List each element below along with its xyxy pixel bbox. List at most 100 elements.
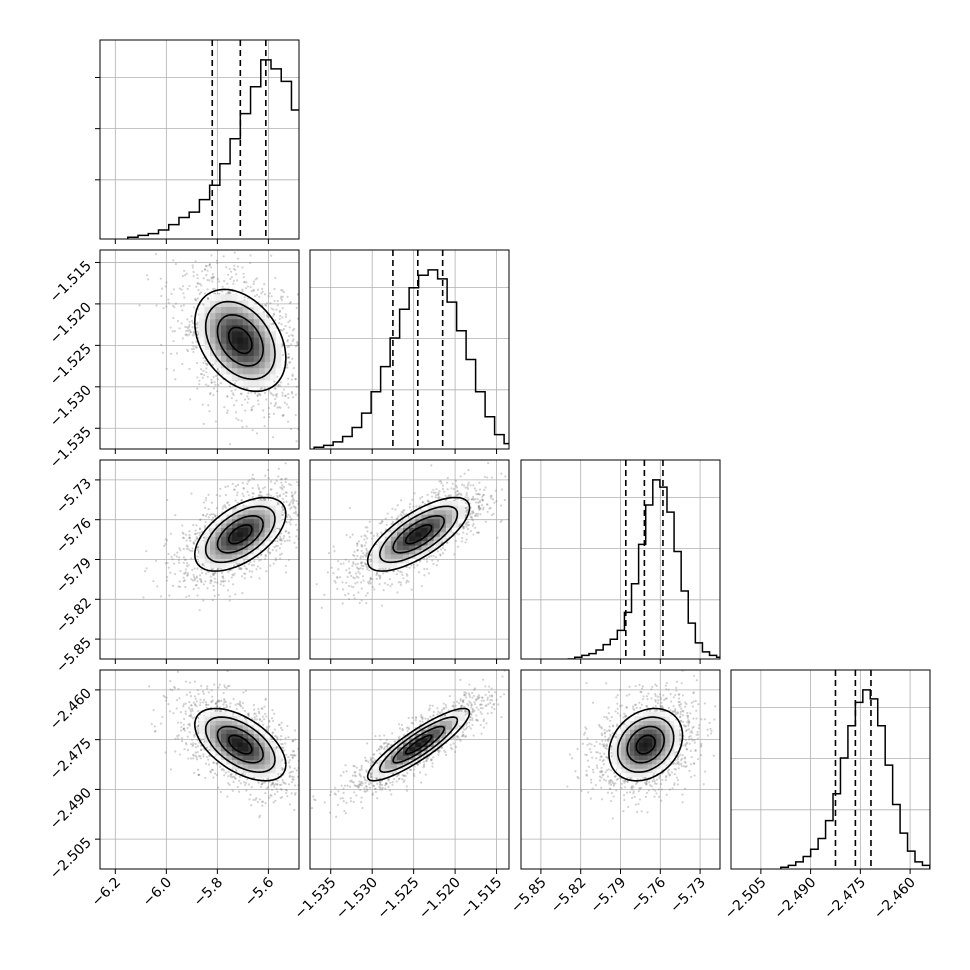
- sample-point: [376, 534, 379, 537]
- sample-point: [261, 287, 264, 290]
- sample-point: [434, 556, 437, 559]
- sample-point: [272, 313, 276, 316]
- sample-point: [182, 556, 186, 559]
- sample-point: [302, 487, 304, 489]
- sample-point: [359, 581, 363, 584]
- sample-point: [196, 323, 199, 326]
- sample-point: [460, 536, 464, 540]
- sample-point: [233, 564, 236, 567]
- density-cell: [396, 536, 404, 542]
- sample-point: [166, 575, 169, 579]
- sample-point: [249, 254, 252, 257]
- sample-point: [188, 536, 191, 539]
- density-cell: [226, 531, 233, 537]
- density-cell: [237, 505, 244, 511]
- sample-point: [461, 525, 464, 528]
- sample-point: [399, 583, 402, 586]
- sample-point: [430, 495, 434, 498]
- sample-point: [165, 696, 168, 699]
- sample-point: [182, 536, 186, 540]
- sample-point: [189, 549, 192, 552]
- density-cell: [275, 505, 282, 511]
- sample-point: [201, 236, 203, 238]
- density-cell: [204, 545, 211, 551]
- sample-point: [270, 295, 273, 298]
- sample-point: [211, 516, 215, 519]
- density-cell: [415, 527, 422, 533]
- sample-point: [228, 599, 231, 602]
- density-cell: [210, 553, 216, 559]
- sample-point: [304, 528, 306, 530]
- density-cell: [215, 306, 222, 314]
- sample-point: [413, 566, 416, 569]
- density-cell: [390, 553, 398, 559]
- sample-point: [245, 425, 248, 428]
- sample-point: [403, 513, 406, 516]
- sample-point: [269, 564, 272, 567]
- sample-point: [233, 251, 236, 254]
- density-cell: [237, 540, 244, 546]
- sample-point: [278, 527, 281, 530]
- sample-point: [356, 549, 359, 552]
- density-cell: [452, 522, 459, 528]
- sample-point: [408, 566, 411, 569]
- sample-point: [252, 492, 255, 495]
- sample-point: [312, 382, 314, 384]
- sample-point: [215, 773, 218, 777]
- density-cell: [433, 540, 441, 546]
- sample-point: [241, 482, 244, 485]
- sample-point: [453, 553, 456, 556]
- sample-point: [366, 581, 370, 584]
- sample-point: [258, 295, 261, 299]
- density-cell: [248, 536, 255, 542]
- sample-point: [484, 457, 486, 459]
- sample-point: [265, 728, 269, 731]
- sample-point: [438, 480, 441, 483]
- density-cell: [210, 531, 216, 537]
- sample-point: [290, 792, 293, 795]
- sample-point: [284, 571, 288, 574]
- density-cell: [458, 505, 465, 511]
- sample-point: [282, 485, 285, 489]
- density-cell: [231, 545, 238, 551]
- sample-point: [279, 532, 283, 535]
- sample-point: [172, 288, 176, 291]
- sample-point: [204, 514, 207, 518]
- sample-point: [350, 585, 353, 588]
- sample-point: [438, 497, 441, 500]
- sample-point: [368, 520, 371, 523]
- sample-point: [425, 567, 429, 571]
- density-cell: [421, 505, 429, 511]
- density-cell: [409, 558, 416, 564]
- sample-point: [256, 394, 259, 397]
- sample-point: [217, 384, 220, 387]
- sample-point: [515, 490, 517, 492]
- sample-point: [274, 559, 277, 562]
- sample-point: [304, 510, 306, 512]
- sample-point: [194, 746, 197, 749]
- sample-point: [311, 549, 313, 551]
- sample-point: [310, 330, 312, 332]
- sample-point: [191, 549, 194, 553]
- sample-point: [292, 497, 295, 500]
- density-cell: [220, 531, 227, 537]
- sample-point: [177, 559, 181, 562]
- sample-point: [187, 325, 191, 328]
- sample-point: [396, 518, 399, 521]
- density-cell: [215, 312, 222, 320]
- panel-1-1: [309, 249, 510, 454]
- sample-point: [138, 304, 141, 307]
- sample-point: [288, 539, 291, 542]
- sample-point: [478, 508, 481, 511]
- density-cell: [403, 545, 410, 551]
- sample-point: [183, 274, 187, 277]
- sample-point: [428, 500, 431, 503]
- sample-point: [198, 518, 202, 522]
- sample-point: [164, 562, 167, 565]
- sample-point: [272, 322, 275, 325]
- sample-point: [378, 576, 382, 579]
- sample-point: [365, 552, 369, 556]
- sample-point: [397, 515, 400, 518]
- sample-point: [194, 539, 197, 542]
- density-cell: [220, 349, 227, 356]
